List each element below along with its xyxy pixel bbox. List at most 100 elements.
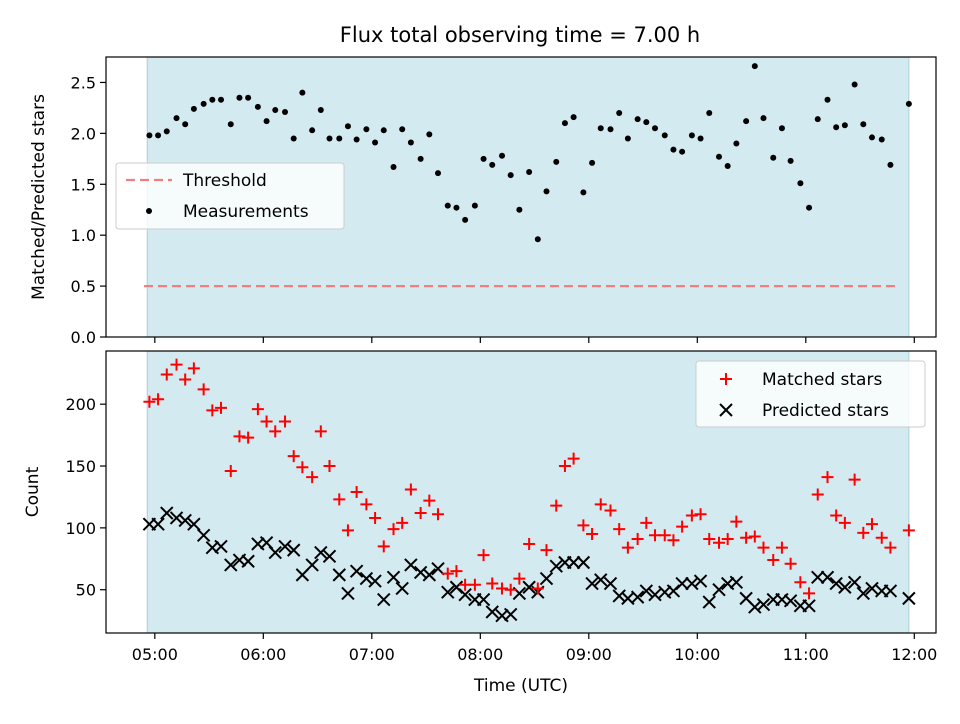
predicted-point (322, 549, 337, 564)
predicted-point (224, 558, 238, 572)
predicted-point (485, 605, 499, 619)
predicted-point (404, 558, 418, 572)
time-xtick-label: 06:00 (240, 645, 286, 664)
predicted-point (838, 580, 852, 594)
predicted-stars-series (142, 506, 916, 623)
predicted-point (902, 591, 916, 606)
matched-point (902, 524, 915, 537)
predicted-point (268, 545, 282, 560)
time-xtick-label: 11:00 (783, 645, 829, 664)
measurement-point (155, 132, 162, 139)
legend-predicted-label: Predicted stars (762, 401, 889, 421)
measurement-point (326, 135, 333, 142)
matched-point (450, 565, 463, 578)
measurement-point (651, 125, 658, 132)
matched-point (577, 519, 590, 532)
matched-point (197, 383, 210, 396)
matched-point (333, 493, 346, 506)
matched-point (640, 516, 653, 529)
matched-point (567, 452, 580, 465)
ratio-ytick-label: 2.5 (71, 73, 96, 92)
ratio-ytick-label: 1.5 (71, 175, 96, 194)
matched-stars-series (143, 358, 915, 600)
measurement-point (580, 189, 587, 196)
matched-point (703, 533, 716, 545)
predicted-point (748, 600, 762, 614)
matched-point (767, 554, 780, 567)
predicted-point (585, 576, 599, 591)
measurement-point (290, 135, 297, 142)
time-xtick-label: 05:00 (132, 645, 178, 664)
ratio-panel: 0.0 0.5 1.0 1.5 2.0 2.5 Matched/Predicted sta… (29, 56, 937, 347)
predicted-point (639, 584, 654, 598)
matched-point (377, 540, 390, 553)
measurement-point (787, 157, 794, 164)
predicted-point (241, 554, 255, 568)
measurement-point (597, 125, 604, 132)
measurement-point (462, 216, 469, 223)
predicted-point (693, 574, 708, 588)
predicted-point (802, 599, 816, 613)
measurement-point (353, 136, 360, 143)
predicted-point (332, 568, 346, 582)
matched-point (360, 498, 373, 511)
measurement-point (841, 122, 848, 129)
matched-point (387, 523, 400, 536)
matched-point (296, 461, 309, 474)
measurement-point (778, 125, 785, 132)
predicted-point (603, 576, 618, 591)
matched-point (251, 403, 264, 416)
predicted-point (305, 558, 319, 572)
predicted-point (214, 539, 228, 554)
measurement-point (589, 159, 596, 166)
predicted-point (441, 585, 455, 599)
measurement-point (543, 188, 550, 195)
matched-point (803, 587, 816, 600)
predicted-point (847, 575, 862, 589)
matched-point (187, 362, 200, 375)
measurement-point (770, 154, 777, 161)
matched-point (713, 536, 726, 549)
matched-point (740, 531, 753, 544)
predicted-point (458, 587, 472, 602)
counts-plot-frame (105, 350, 937, 634)
measurement-point (399, 126, 406, 133)
measurement-point (878, 136, 885, 143)
measurement-point (516, 206, 523, 213)
measurement-point (634, 116, 641, 123)
legend-predicted-marker (719, 403, 733, 417)
ratio-y-axis: 0.0 0.5 1.0 1.5 2.0 2.5 (71, 73, 106, 347)
matched-point (631, 533, 644, 545)
predicted-point (178, 513, 192, 528)
matched-point (775, 541, 788, 554)
predicted-point (395, 581, 409, 596)
matched-point (314, 425, 327, 438)
predicted-point (549, 559, 563, 573)
matched-point (306, 471, 319, 484)
measurement-point (860, 121, 867, 128)
measurement-point (390, 163, 397, 170)
legend-matched-marker (720, 373, 732, 385)
measurement-point (299, 89, 306, 96)
predicted-point (314, 545, 328, 560)
matched-point (224, 464, 237, 477)
matched-point (821, 471, 834, 484)
measurement-point (426, 131, 433, 138)
matched-point (613, 523, 626, 536)
matched-point (260, 415, 273, 428)
measurement-point (697, 135, 704, 142)
matched-point (540, 544, 553, 557)
time-x-axis: 05:00 06:00 07:00 08:00 09:00 10:00 11:00 12:00 (132, 633, 937, 664)
measurement-point (643, 119, 650, 126)
measurement-point (444, 202, 451, 209)
measurement-point (182, 121, 189, 128)
measurement-point (309, 127, 316, 134)
predicted-point (151, 517, 165, 531)
predicted-point (160, 506, 174, 520)
matched-point (757, 541, 770, 554)
measurement-point (868, 134, 875, 141)
predicted-point (422, 568, 437, 582)
matched-point (604, 504, 617, 517)
counts-y-axis-label: Count (23, 466, 43, 517)
